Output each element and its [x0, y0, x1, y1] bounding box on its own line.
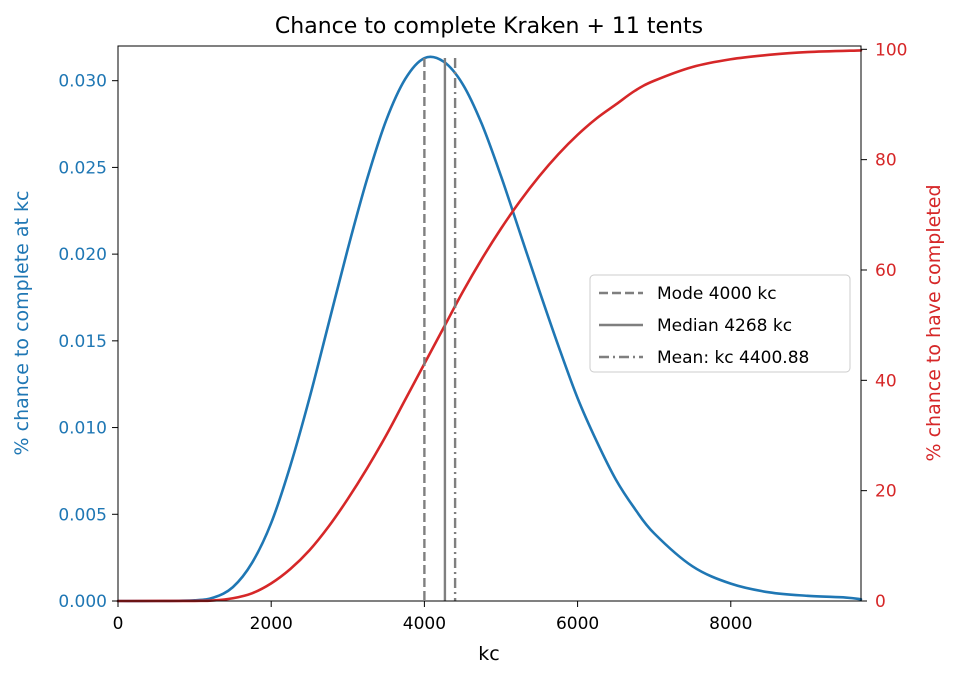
series-layer — [116, 49, 863, 603]
y-right-axis-label: % chance to have completed — [923, 184, 945, 461]
x-tick-label: 0 — [113, 614, 124, 634]
y-left-tick-label: 0.000 — [58, 592, 107, 612]
y-right-tick-label: 20 — [875, 482, 897, 502]
y-left-tick-label: 0.010 — [58, 419, 107, 439]
y-left-tick-label: 0.015 — [58, 332, 107, 352]
x-tick-label: 2000 — [250, 614, 293, 634]
y-left-axis-label: % chance to complete at kc — [11, 191, 33, 456]
y-right-axis-ticks: 0 20 40 60 80 100 — [861, 40, 907, 612]
legend-entry-label: Mean: kc 4400.88 — [657, 348, 809, 368]
marker-layer — [423, 58, 457, 601]
x-tick-label: 6000 — [556, 614, 599, 634]
pdf-series-line — [116, 55, 863, 603]
y-left-tick-label: 0.025 — [58, 158, 107, 178]
y-left-tick-label: 0.005 — [58, 505, 107, 525]
cdf-series-line — [116, 49, 863, 603]
chart-title: Chance to complete Kraken + 11 tents — [275, 14, 703, 39]
y-right-tick-label: 80 — [875, 151, 897, 171]
axes-frame — [117, 45, 862, 602]
y-right-tick-label: 0 — [875, 592, 886, 612]
x-axis-ticks: 0 2000 4000 6000 8000 — [113, 601, 752, 634]
x-tick-label: 4000 — [403, 614, 446, 634]
legend-entry-label: Mode 4000 kc — [657, 284, 777, 304]
x-axis-label: kc — [478, 643, 499, 665]
y-right-tick-label: 60 — [875, 261, 897, 281]
legend-entry-label: Median 4268 kc — [657, 316, 792, 336]
y-right-tick-label: 40 — [875, 371, 897, 391]
x-tick-label: 8000 — [709, 614, 752, 634]
y-left-tick-label: 0.020 — [58, 245, 107, 265]
legend-box — [589, 274, 851, 373]
legend: Mode 4000 kc Median 4268 kc Mean: kc 4400.… — [589, 274, 851, 373]
y-left-axis-ticks: 0.000 0.005 0.010 0.015 0.020 0.025 0.030 — [58, 72, 118, 612]
y-left-tick-label: 0.030 — [58, 72, 107, 92]
y-right-tick-label: 100 — [875, 40, 907, 60]
